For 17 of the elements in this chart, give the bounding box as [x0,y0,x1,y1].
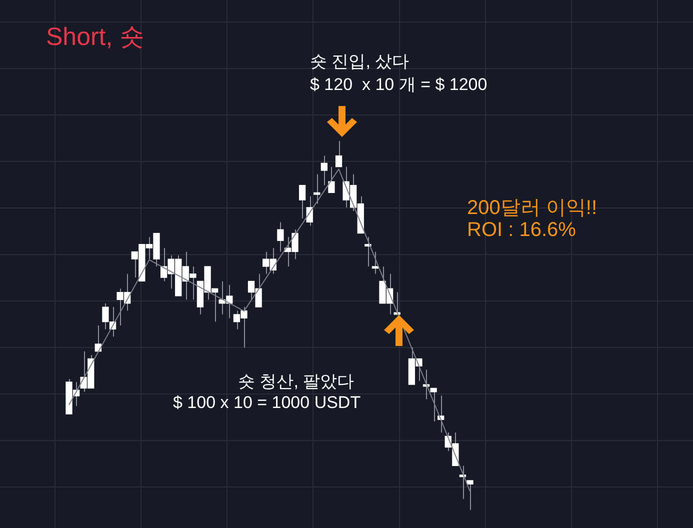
candlestick [364,236,372,267]
candlestick [314,174,320,204]
text: 숏 진입, 샀다 [310,51,410,73]
annotation: ROI : 16.6% [467,219,576,242]
candlestick [466,480,474,510]
candlestick [298,184,306,219]
chart-title: Short, 숏 [46,22,145,53]
candlestick [430,388,437,422]
annotation: $ 100 x 10 = 1000 USDT [173,393,361,413]
candlestick [335,140,342,168]
candlestick [328,166,335,194]
candlestick [372,251,379,274]
candlestick [320,155,328,186]
candlestick [277,222,284,252]
annotation: 숏 청산, 팔았다 [238,371,354,393]
text: $ 120 x 10 개 = $ 1200 [310,74,488,96]
annotation: 200달러 이익!! [467,196,598,221]
